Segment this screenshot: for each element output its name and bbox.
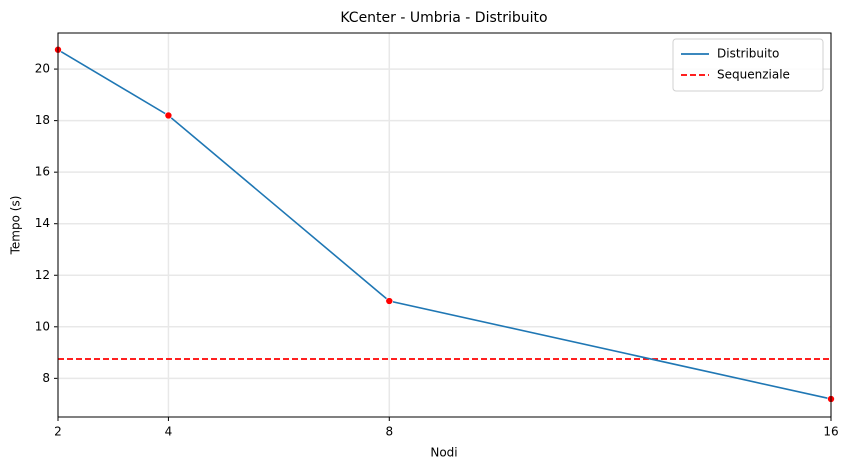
y-axis-label: Tempo (s) — [9, 196, 23, 256]
legend-box — [672, 38, 824, 92]
legend-label: Sequenziale — [717, 68, 790, 82]
x-tick-label: 2 — [54, 425, 62, 439]
x-tick-label: 16 — [823, 425, 838, 439]
y-tick-label: 12 — [35, 268, 50, 282]
x-tick-label: 8 — [385, 425, 393, 439]
y-tick-label: 14 — [35, 216, 50, 230]
plot-frame — [57, 32, 832, 418]
series-line — [57, 49, 832, 400]
point — [385, 297, 394, 305]
x-tick-label: 4 — [165, 425, 173, 439]
legend-label: Distribuito — [717, 47, 779, 61]
y-tick-label: 10 — [35, 319, 50, 333]
chart-title: KCenter - Umbria - Distribuito — [340, 10, 547, 26]
x-axis-label: Nodi — [430, 446, 457, 460]
point — [164, 111, 173, 120]
y-tick-label: 20 — [35, 62, 50, 76]
y-tick-label: 18 — [35, 113, 50, 127]
y-tick-label: 8 — [42, 371, 50, 385]
y-tick-label: 16 — [35, 165, 50, 179]
